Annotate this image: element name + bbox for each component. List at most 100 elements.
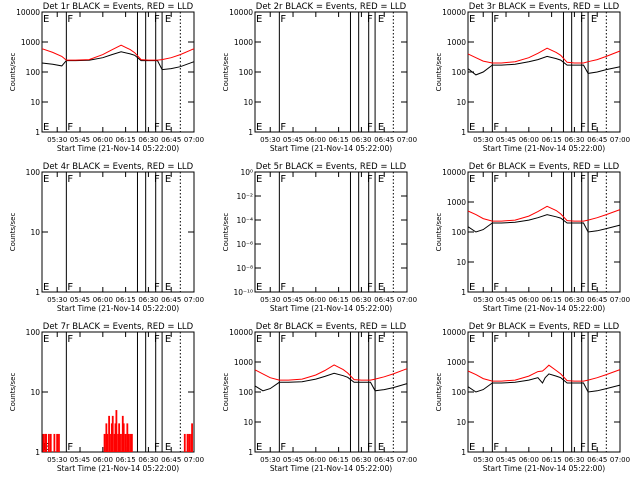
event-marker-f: F [493,122,499,133]
x-tick-label: 07:00 [397,456,417,464]
y-tick-label: 10⁻⁶ [236,240,253,249]
panel-title: Det 6r BLACK = Events, RED = LLD [469,162,620,172]
event-marker-f: F [67,122,73,133]
x-axis-label: Start Time (21-Nov-14 05:22:00) [57,304,179,313]
y-tick-label: 10⁻¹⁰ [233,288,253,297]
lld-bar [103,433,106,452]
event-marker-e: E [378,14,384,25]
y-tick-label: 100 [239,388,254,397]
x-tick-label: 06:00 [306,456,326,464]
lld-bar [111,415,114,452]
y-tick-label: 10 [456,98,466,107]
event-marker-e: E [165,122,171,133]
y-tick-label: 10000 [229,8,253,17]
x-tick-label: 06:30 [351,456,371,464]
x-tick-label: 07:00 [610,136,630,144]
x-tick-label: 06:15 [116,296,136,304]
event-marker-f: F [580,174,586,185]
lld-bar [120,433,122,452]
y-axis-label: Counts/sec [435,373,443,412]
lld-series-line [467,364,621,382]
x-tick-label: 05:30 [260,136,280,144]
x-tick-label: 05:45 [70,296,90,304]
x-tick-label: 05:30 [260,296,280,304]
x-tick-label: 06:15 [542,456,562,464]
panel-9: Det 9r BLACK = Events, RED = LLD 1 10 100 10… [435,322,630,473]
y-tick-label: 10 [30,388,40,397]
lld-bar [58,433,60,452]
y-tick-label: 100 [452,388,467,397]
event-marker-e: E [591,442,597,453]
event-marker-f: F [280,282,286,293]
lld-bar [183,433,186,452]
y-tick-label: 10⁻² [236,192,253,201]
lld-bar [118,423,121,452]
panel-title: Det 7r BLACK = Events, RED = LLD [43,322,194,332]
lld-bar [45,433,48,452]
panel-1: Det 1r BLACK = Events, RED = LLD 1 10 100 10… [9,2,204,153]
y-tick-label: 10000 [442,328,466,337]
lld-bar [188,433,191,452]
y-tick-label: 1 [461,128,466,137]
event-marker-f: F [154,174,160,185]
event-marker-f: F [154,282,160,293]
x-tick-label: 06:15 [542,296,562,304]
x-tick-label: 06:00 [93,136,113,144]
event-marker-e: E [591,122,597,133]
y-tick-label: 1 [248,448,253,457]
event-marker-e: E [165,14,171,25]
x-axis-label: Start Time (21-Nov-14 05:22:00) [57,144,179,153]
lld-bar [105,423,108,452]
x-tick-label: 06:30 [564,136,584,144]
lld-bar [49,433,52,452]
x-tick-label: 06:15 [329,136,349,144]
x-tick-label: 06:45 [587,296,607,304]
x-tick-label: 06:30 [564,296,584,304]
plot-frame [254,331,408,453]
x-axis-label: Start Time (21-Nov-14 05:22:00) [270,304,392,313]
lld-series-line [467,205,621,222]
x-tick-label: 06:00 [519,136,539,144]
event-marker-f: F [493,282,499,293]
events-series-line [467,214,621,233]
event-marker-e: E [256,14,262,25]
event-marker-e: E [256,282,262,293]
panel-4: Det 4r BLACK = Events, RED = LLD 1 10 100 Co… [9,162,204,313]
panel-2: Det 2r BLACK = Events, RED = LLD 1 10 100 10… [222,2,417,153]
x-tick-label: 05:45 [283,296,303,304]
panel-3: Det 3r BLACK = Events, RED = LLD 1 10 100 10… [435,2,630,153]
y-tick-label: 10⁻⁴ [236,216,253,225]
y-tick-label: 10 [243,98,253,107]
x-tick-label: 05:30 [473,296,493,304]
x-tick-label: 05:30 [473,136,493,144]
x-tick-label: 06:15 [329,456,349,464]
lld-bar [130,433,133,452]
event-marker-f: F [580,282,586,293]
event-marker-e: E [378,334,384,345]
x-tick-label: 06:45 [374,456,394,464]
lld-bar [190,433,193,452]
x-axis-label: Start Time (21-Nov-14 05:22:00) [483,304,605,313]
y-tick-label: 1000 [234,38,253,47]
y-tick-label: 1 [461,448,466,457]
y-tick-label: 1000 [447,358,466,367]
y-axis-label: Counts/sec [435,53,443,92]
event-marker-f: F [67,442,73,453]
lld-bar [106,433,109,452]
y-tick-label: 100 [26,68,41,77]
event-marker-f: F [154,334,160,345]
event-marker-e: E [165,282,171,293]
x-tick-label: 05:45 [496,136,516,144]
lld-bar [115,410,118,452]
panel-title: Det 9r BLACK = Events, RED = LLD [469,322,620,332]
x-tick-label: 05:45 [283,456,303,464]
plot-frame [41,171,195,293]
panel-5: Det 5r BLACK = Events, RED = LLD 10⁻¹⁰ 10⁻… [222,162,417,313]
x-tick-label: 06:30 [351,136,371,144]
lld-series-line [254,364,408,381]
lld-bar [42,433,45,452]
panel-title: Det 2r BLACK = Events, RED = LLD [256,2,407,12]
lld-series-line [467,47,621,64]
panel-8: Det 8r BLACK = Events, RED = LLD 1 10 100 10… [222,322,417,473]
